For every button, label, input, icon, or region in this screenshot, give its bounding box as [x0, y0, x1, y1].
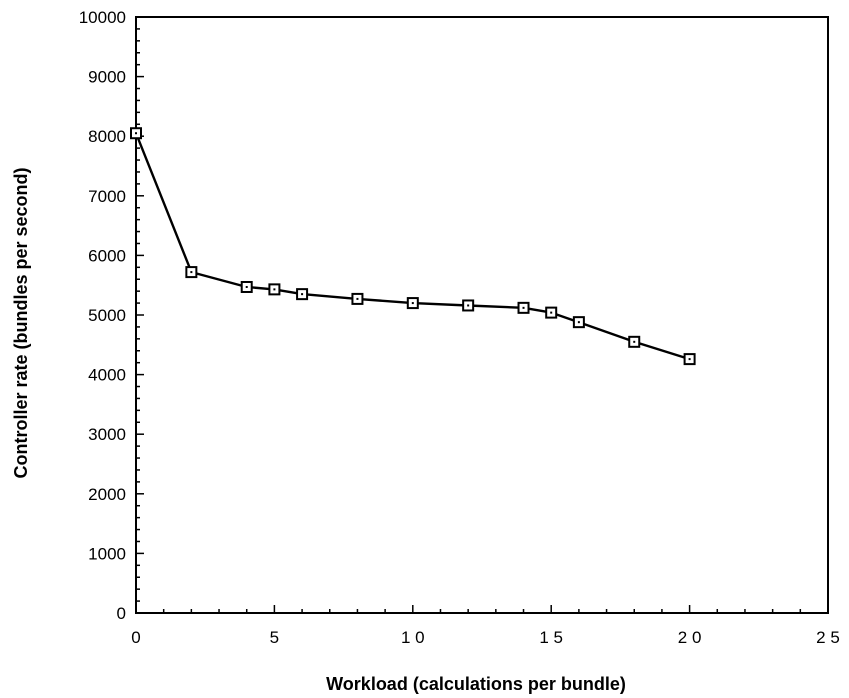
data-point-marker: [351, 292, 364, 305]
series-line-group: [134, 132, 690, 361]
data-point-marker: [240, 280, 253, 293]
data-point-marker: [572, 316, 585, 329]
x-tick-label: 0: [131, 628, 140, 647]
y-tick-label: 4000: [88, 366, 126, 385]
y-axis-title: Controller rate (bundles per second): [11, 167, 31, 478]
data-point-marker: [406, 297, 419, 310]
y-tick-label: 2000: [88, 485, 126, 504]
x-tick-label: 2 0: [678, 628, 702, 647]
data-point-marker: [296, 288, 309, 301]
plot-area-border: [135, 16, 829, 614]
x-tick-label: 1 0: [401, 628, 425, 647]
x-tick-label: 2 5: [816, 628, 840, 647]
y-tick-label: 7000: [88, 187, 126, 206]
y-tick-label: 1000: [88, 544, 126, 563]
y-tick-label: 6000: [88, 246, 126, 265]
y-axis-ticks: 0 1000 2000 3000 4000 5000 6000 7000 8000 9000 100…: [79, 8, 144, 623]
y-tick-label: 8000: [88, 127, 126, 146]
x-axis-title: Workload (calculations per bundle): [326, 674, 626, 694]
series-line: [134, 132, 690, 361]
data-point-marker: [545, 306, 558, 319]
y-tick-label: 5000: [88, 306, 126, 325]
y-tick-label: 0: [117, 604, 126, 623]
data-point-marker: [683, 353, 696, 366]
y-tick-label: 3000: [88, 425, 126, 444]
data-point-marker: [185, 266, 198, 279]
data-point-marker: [628, 335, 641, 348]
y-tick-label: 9000: [88, 68, 126, 87]
x-axis-ticks: 0 5 1 0 1 5 2 0 2 5: [131, 605, 840, 647]
data-markers: [130, 127, 696, 366]
data-point-marker: [130, 127, 142, 140]
data-point-marker: [462, 299, 475, 312]
data-point-marker: [517, 301, 530, 314]
x-tick-label: 5: [270, 628, 279, 647]
x-tick-label: 1 5: [539, 628, 563, 647]
plot-frame: [135, 16, 829, 614]
y-tick-label: 10000: [79, 8, 126, 27]
data-point-marker: [268, 283, 281, 296]
